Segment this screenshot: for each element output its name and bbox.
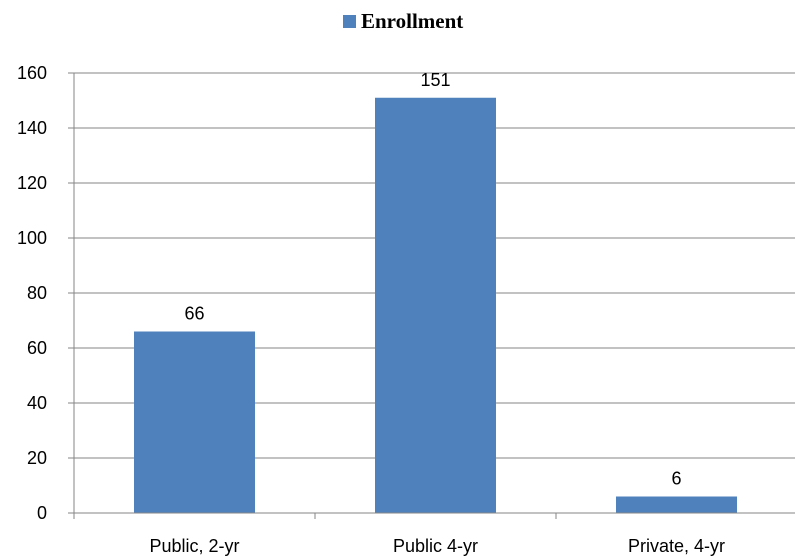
legend-swatch-enrollment (343, 15, 356, 28)
y-tick-label: 80 (27, 283, 47, 303)
axes (68, 73, 795, 519)
data-label: 6 (671, 469, 681, 489)
data-label: 151 (420, 70, 450, 90)
y-tick-label: 20 (27, 448, 47, 468)
x-axis-tick-labels: Public, 2-yr Public 4-yr Private, 4-yr (149, 536, 725, 556)
data-label: 66 (184, 304, 204, 324)
y-tick-label: 60 (27, 338, 47, 358)
legend-label-enrollment: Enrollment (361, 9, 463, 33)
x-tick-label: Public 4-yr (393, 536, 478, 556)
y-tick-label: 120 (17, 173, 47, 193)
y-tick-label: 0 (37, 503, 47, 523)
bar (134, 331, 255, 513)
bar (616, 496, 737, 513)
legend: Enrollment (343, 9, 463, 33)
y-axis-tick-labels: 0 20 40 60 80 100 120 140 160 (17, 63, 47, 523)
data-labels: 66 151 6 (184, 70, 681, 489)
bar (375, 97, 496, 513)
x-tick-label: Public, 2-yr (149, 536, 239, 556)
y-tick-label: 140 (17, 118, 47, 138)
bars (134, 97, 737, 513)
y-tick-label: 40 (27, 393, 47, 413)
x-tick-label: Private, 4-yr (628, 536, 725, 556)
y-tick-label: 160 (17, 63, 47, 83)
y-tick-label: 100 (17, 228, 47, 248)
